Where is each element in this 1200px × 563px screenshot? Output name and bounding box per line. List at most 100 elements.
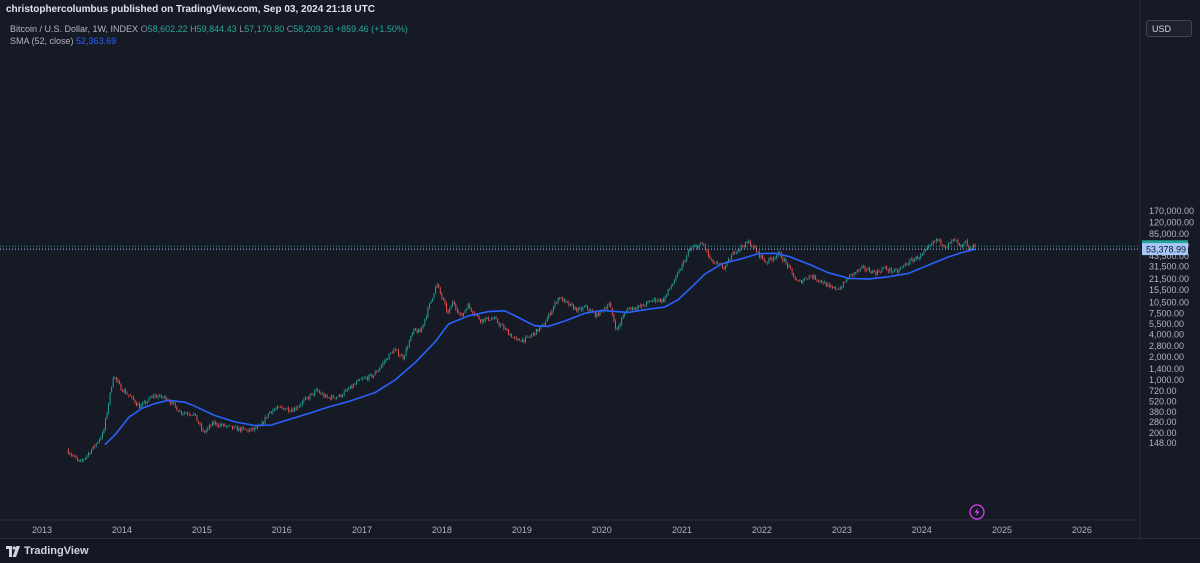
candle-body [915, 256, 917, 260]
candle-body [157, 396, 159, 398]
candle-body [638, 305, 640, 308]
price-tick-label: 4,000.00 [1149, 329, 1184, 339]
candle-body [607, 305, 609, 309]
candle-body [907, 263, 909, 265]
candle-body [804, 278, 805, 281]
candle-body [494, 317, 495, 319]
candle-body [942, 244, 943, 246]
candle-body [717, 262, 719, 264]
candle-body [233, 426, 235, 429]
candle-body [535, 329, 537, 335]
candle-body [911, 259, 912, 260]
tradingview-brand[interactable]: TradingView [24, 545, 89, 557]
candle-body [707, 250, 709, 256]
candle-body [132, 396, 134, 400]
candle-body [70, 454, 72, 456]
candle-body [111, 387, 113, 393]
price-tick-label: 280.00 [1149, 417, 1177, 427]
candle-body [495, 317, 497, 319]
candle-body [449, 308, 451, 313]
candle-body [666, 294, 668, 297]
candle-body [742, 245, 743, 247]
candle-body [137, 403, 139, 406]
candle-body [684, 261, 686, 262]
candle-body [618, 326, 619, 329]
candle-body [776, 255, 778, 258]
candle-body [393, 349, 395, 354]
candle-body [656, 300, 658, 302]
candle-body [459, 312, 461, 315]
candle-body [297, 407, 299, 409]
candle-body [391, 352, 393, 354]
candle-body [614, 321, 616, 329]
candle-body [827, 284, 829, 287]
candle-body [247, 429, 249, 432]
candle-body [374, 371, 376, 376]
candle-body [560, 297, 562, 299]
candle-body [920, 254, 922, 258]
candle-body [436, 284, 438, 287]
candle-body [816, 279, 818, 281]
candle-body [162, 397, 164, 398]
change-value: +859.46 (+1.50%) [335, 24, 408, 34]
candle-body [642, 304, 644, 306]
candle-body [249, 429, 251, 432]
candle-body [556, 302, 557, 304]
candle-body [315, 389, 317, 391]
candle-body [962, 244, 964, 247]
price-tick-label: 2,000.00 [1149, 352, 1184, 362]
price-tick-label: 31,500.00 [1149, 262, 1189, 272]
candle-body [120, 383, 122, 391]
candle-body [644, 305, 646, 307]
candle-body [199, 423, 201, 425]
candle-body [151, 395, 153, 398]
price-chart[interactable]: 170,000.00120,000.0085,000.0060,000.0043… [0, 0, 1200, 538]
candle-body [725, 265, 726, 269]
candle-body [339, 394, 340, 397]
candle-body [599, 310, 601, 316]
candle-body [523, 339, 525, 342]
candle-body [77, 458, 79, 460]
lightning-icon[interactable] [969, 504, 985, 520]
candle-body [118, 381, 120, 384]
candle-body [548, 313, 550, 318]
candle-body [965, 240, 967, 243]
candle-body [889, 268, 891, 272]
candle-body [774, 257, 776, 259]
candle-body [388, 353, 390, 360]
time-tick-label: 2022 [752, 525, 772, 535]
candle-body [546, 317, 548, 322]
candle-body [365, 377, 367, 379]
open-value: 58,602.22 [147, 24, 188, 34]
candle-body [697, 245, 699, 249]
candle-body [170, 401, 172, 404]
candle-body [680, 269, 681, 271]
candle-body [287, 407, 289, 412]
candle-body [425, 316, 427, 320]
candle-body [376, 371, 378, 373]
candle-body [301, 401, 303, 405]
currency-button[interactable]: USD [1146, 20, 1192, 37]
symbol-title[interactable]: Bitcoin / U.S. Dollar, 1W, INDEX [10, 24, 139, 34]
candle-body [591, 310, 593, 312]
candle-body [472, 311, 474, 314]
candle-body [267, 413, 269, 418]
candle-body [518, 339, 520, 341]
candle-body [202, 429, 204, 432]
time-tick-label: 2018 [432, 525, 452, 535]
candle-body [828, 284, 830, 286]
candle-body [117, 380, 119, 382]
candle-body [898, 269, 900, 273]
candle-body [83, 459, 85, 461]
candle-body [597, 313, 599, 316]
candle-body [368, 374, 370, 380]
candle-body [106, 412, 108, 419]
candle-body [196, 415, 198, 422]
candle-body [211, 421, 213, 426]
price-tick-label: 10,500.00 [1149, 298, 1189, 308]
candle-body [861, 266, 863, 269]
candle-body [382, 362, 384, 366]
sma-legend[interactable]: SMA (52, close) 52,363.69 [10, 36, 116, 46]
close-value: 58,209.26 [293, 24, 334, 34]
candle-body [756, 248, 757, 252]
